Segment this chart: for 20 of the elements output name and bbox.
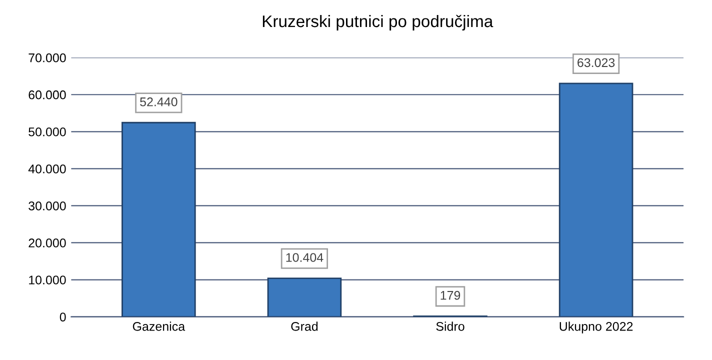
x-tick-label: Ukupno 2022 <box>560 322 633 334</box>
data-label: 10.404 <box>286 253 324 262</box>
bar <box>267 278 342 317</box>
data-label: 52.440 <box>140 97 178 106</box>
y-tick-label: 40.000 <box>28 164 66 174</box>
data-label: 63.023 <box>578 58 615 68</box>
y-tick-label: 0 <box>60 312 66 322</box>
x-tick-label: Grad <box>291 322 318 331</box>
bar <box>122 122 196 317</box>
y-tick-label: 50.000 <box>28 127 66 136</box>
y-tick-label: 20.000 <box>28 238 66 248</box>
x-tick-label: Sidro <box>436 322 464 331</box>
x-tick-label: Gazenica <box>132 322 186 331</box>
bar <box>558 82 634 317</box>
y-tick-label: 60.000 <box>28 90 66 100</box>
y-tick-label: 30.000 <box>28 202 66 210</box>
chart-title: Kruzerski putnici po područjima <box>262 14 494 31</box>
data-label: 179 <box>440 290 460 300</box>
y-tick-label: 10.000 <box>29 276 66 284</box>
y-tick-label: 70.000 <box>28 53 66 62</box>
